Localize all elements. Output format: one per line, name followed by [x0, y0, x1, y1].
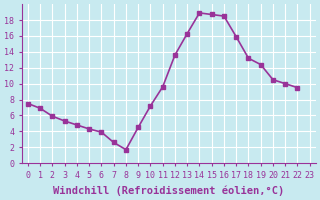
X-axis label: Windchill (Refroidissement éolien,°C): Windchill (Refroidissement éolien,°C): [53, 185, 284, 196]
